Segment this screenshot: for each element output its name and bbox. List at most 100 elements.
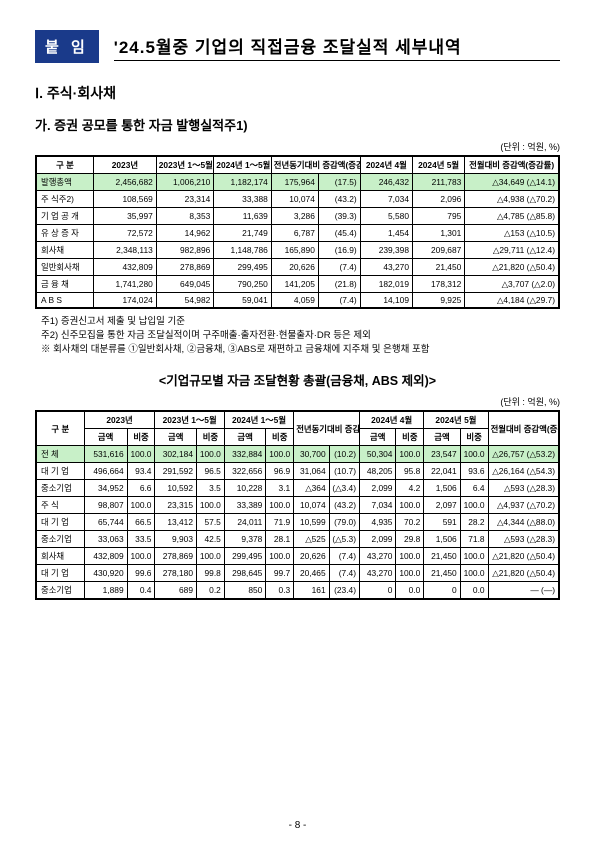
table-issuance: 구 분 2023년 2023년 1～5월 2024년 1～5월 전년동기대비 증… [35, 155, 560, 309]
cell: (23.4) [329, 582, 359, 600]
t2-pct: 비중 [196, 429, 224, 446]
table-row: A B S174,02454,98259,0414,059(7.4)14,109… [36, 293, 559, 309]
cell: 1,182,174 [214, 174, 272, 191]
cell: △153 (△10.5) [465, 225, 559, 242]
cell: 7,034 [360, 497, 396, 514]
cell: 299,495 [224, 548, 266, 565]
cell: 100.0 [196, 548, 224, 565]
cell: 72,572 [94, 225, 157, 242]
cell: 0.0 [396, 582, 424, 600]
cell: 10,599 [294, 514, 329, 531]
cell: (△3.4) [329, 480, 359, 497]
table-by-size: 구 분 2023년 2023년 1～5월 2024년 1～5월 전년동기대비 증… [35, 410, 560, 600]
table2-head: 구 분 2023년 2023년 1～5월 2024년 1～5월 전년동기대비 증… [36, 411, 559, 446]
cell: 43,270 [360, 548, 396, 565]
cell: △34,649 (△14.1) [465, 174, 559, 191]
cell: 23,547 [424, 446, 460, 463]
t2-amt: 금액 [155, 429, 197, 446]
cell: 2,456,682 [94, 174, 157, 191]
cell: 1,454 [360, 225, 412, 242]
th-2023: 2023년 [94, 156, 157, 174]
table-row: 유 상 증 자72,57214,96221,7496,787(45.4)1,45… [36, 225, 559, 242]
cell: 100.0 [396, 497, 424, 514]
cell: 33,389 [224, 497, 266, 514]
cell: (43.2) [329, 497, 359, 514]
th-gubun: 구 분 [36, 156, 94, 174]
row-label: A B S [36, 293, 94, 309]
cell: 322,656 [224, 463, 266, 480]
page-title: '24.5월중 기업의 직접금융 조달실적 세부내역 [114, 33, 560, 61]
th-yoy: 전년동기대비 증감액(증감률) [271, 156, 360, 174]
cell: 982,896 [156, 242, 214, 259]
cell: 0 [424, 582, 460, 600]
footnote-1: 주1) 증권신고서 제출 및 납입일 기준 [41, 315, 560, 329]
sub-heading: 가. 증권 공모를 통한 자금 발행실적주1) [35, 115, 560, 134]
cell: 100.0 [266, 446, 294, 463]
cell: 4,059 [271, 293, 318, 309]
t2-amt: 금액 [424, 429, 460, 446]
table-row: 중소기업33,06333.59,90342.59,37828.1△525(△5.… [36, 531, 559, 548]
cell: 99.6 [127, 565, 155, 582]
cell: △21,820 (△50.4) [465, 259, 559, 276]
th-2024-1-5: 2024년 1～5월 [214, 156, 272, 174]
cell: 2,096 [412, 191, 464, 208]
cell: 332,884 [224, 446, 266, 463]
cell: 23,315 [155, 497, 197, 514]
cell: 71.9 [266, 514, 294, 531]
cell: 108,569 [94, 191, 157, 208]
cell: 23,314 [156, 191, 214, 208]
t2-gubun: 구 분 [36, 411, 84, 446]
cell: △364 [294, 480, 329, 497]
t2-pct: 비중 [460, 429, 488, 446]
cell: 299,495 [214, 259, 272, 276]
cell: 96.5 [196, 463, 224, 480]
cell: 43,270 [360, 565, 396, 582]
cell: 795 [412, 208, 464, 225]
cell: 496,664 [84, 463, 127, 480]
cell: 20,626 [294, 548, 329, 565]
cell: 43,270 [360, 259, 412, 276]
cell: (7.4) [318, 293, 360, 309]
cell: (45.4) [318, 225, 360, 242]
cell: 1,006,210 [156, 174, 214, 191]
row-label: 중소기업 [36, 582, 84, 600]
cell: 100.0 [460, 497, 488, 514]
row-label: 대 기 업 [36, 463, 84, 480]
cell: 35,997 [94, 208, 157, 225]
cell: 302,184 [155, 446, 197, 463]
cell: △26,164 (△54.3) [488, 463, 559, 480]
t2-amt: 금액 [360, 429, 396, 446]
cell: 33,388 [214, 191, 272, 208]
cell: 8,353 [156, 208, 214, 225]
cell: 4,935 [360, 514, 396, 531]
cell: 211,783 [412, 174, 464, 191]
cell: 649,045 [156, 276, 214, 293]
t2-2024-5: 2024년 5월 [424, 411, 488, 429]
cell: 175,964 [271, 174, 318, 191]
t2-mom: 전월대비 증감액(증감률) [488, 411, 559, 446]
table-row: 중소기업34,9526.610,5923.510,2283.1△364(△3.4… [36, 480, 559, 497]
cell: 96.9 [266, 463, 294, 480]
cell: △26,757 (△53.2) [488, 446, 559, 463]
t2-2024-1-5: 2024년 1～5월 [224, 411, 293, 429]
cell: 93.6 [460, 463, 488, 480]
cell: △4,344 (△88.0) [488, 514, 559, 531]
cell: 4.2 [396, 480, 424, 497]
cell: 1,148,786 [214, 242, 272, 259]
cell: 432,809 [94, 259, 157, 276]
cell: 22,041 [424, 463, 460, 480]
cell: 531,616 [84, 446, 127, 463]
cell: 239,398 [360, 242, 412, 259]
cell: 2,099 [360, 531, 396, 548]
cell: 0 [360, 582, 396, 600]
table1-body: 발행총액2,456,6821,006,2101,182,174175,964(1… [36, 174, 559, 309]
cell: (17.5) [318, 174, 360, 191]
cell: △4,937 (△70.2) [488, 497, 559, 514]
cell: 278,869 [156, 259, 214, 276]
cell: 70.2 [396, 514, 424, 531]
cell: (16.9) [318, 242, 360, 259]
cell: 5,580 [360, 208, 412, 225]
cell: △4,785 (△85.8) [465, 208, 559, 225]
cell: 2,348,113 [94, 242, 157, 259]
mid-title: <기업규모별 자금 조달현황 총괄(금융채, ABS 제외)> [35, 370, 560, 389]
